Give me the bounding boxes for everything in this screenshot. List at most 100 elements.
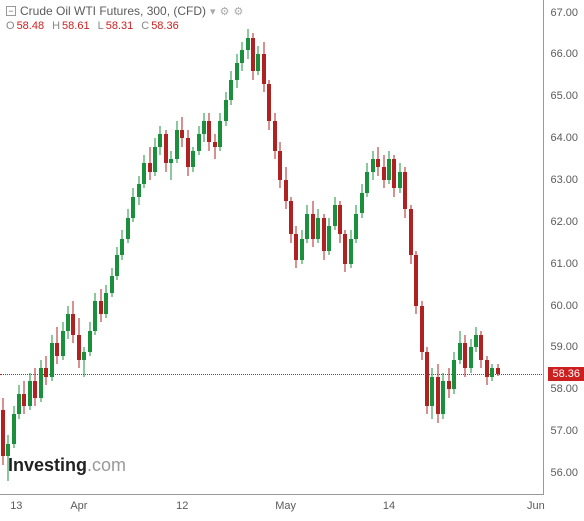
candle <box>490 0 494 494</box>
candle <box>349 0 353 494</box>
y-tick-label: 65.00 <box>550 90 578 102</box>
candle <box>191 0 195 494</box>
candle <box>430 0 434 494</box>
candle <box>213 0 217 494</box>
x-tick-label: 12 <box>176 500 188 512</box>
candle <box>104 0 108 494</box>
candle <box>392 0 396 494</box>
x-tick-label: Jun <box>527 500 545 512</box>
candle <box>6 0 10 494</box>
candle <box>294 0 298 494</box>
candle <box>180 0 184 494</box>
candle <box>39 0 43 494</box>
y-tick-label: 64.00 <box>550 132 578 144</box>
candle <box>12 0 16 494</box>
candle <box>120 0 124 494</box>
watermark-brand: Investing <box>8 455 87 475</box>
price-tag: 58.36 <box>548 367 584 381</box>
candle <box>240 0 244 494</box>
candle <box>447 0 451 494</box>
candle <box>153 0 157 494</box>
candle <box>316 0 320 494</box>
y-tick-label: 57.00 <box>550 425 578 437</box>
plot-area[interactable] <box>0 0 544 494</box>
candle <box>148 0 152 494</box>
watermark-suffix: .com <box>87 455 126 475</box>
candle <box>458 0 462 494</box>
candle <box>333 0 337 494</box>
candle <box>354 0 358 494</box>
candle <box>82 0 86 494</box>
candle <box>436 0 440 494</box>
y-tick-label: 56.00 <box>550 467 578 479</box>
candle <box>28 0 32 494</box>
candle <box>343 0 347 494</box>
candle <box>284 0 288 494</box>
candle <box>327 0 331 494</box>
y-tick-label: 62.00 <box>550 216 578 228</box>
candle <box>360 0 364 494</box>
candle <box>365 0 369 494</box>
y-tick-label: 67.00 <box>550 7 578 19</box>
candle <box>88 0 92 494</box>
candle <box>262 0 266 494</box>
candle <box>44 0 48 494</box>
candle <box>126 0 130 494</box>
chart-container: − Crude Oil WTI Futures, 300, (CFD) ▾ ⚙ … <box>0 0 584 521</box>
candle <box>17 0 21 494</box>
candle <box>251 0 255 494</box>
candle <box>479 0 483 494</box>
candle <box>305 0 309 494</box>
candle <box>267 0 271 494</box>
candle <box>371 0 375 494</box>
candle <box>338 0 342 494</box>
y-tick-label: 58.00 <box>550 383 578 395</box>
candle <box>311 0 315 494</box>
candle <box>420 0 424 494</box>
candle <box>77 0 81 494</box>
candle <box>452 0 456 494</box>
candle <box>289 0 293 494</box>
candle <box>169 0 173 494</box>
candle <box>175 0 179 494</box>
candle <box>246 0 250 494</box>
candle <box>71 0 75 494</box>
y-tick-label: 66.00 <box>550 48 578 60</box>
y-tick-label: 60.00 <box>550 300 578 312</box>
candle <box>387 0 391 494</box>
candle <box>322 0 326 494</box>
candle <box>66 0 70 494</box>
candle <box>61 0 65 494</box>
candle <box>463 0 467 494</box>
y-tick-label: 61.00 <box>550 258 578 270</box>
x-tick-label: May <box>275 500 296 512</box>
candle <box>441 0 445 494</box>
candle <box>414 0 418 494</box>
candle <box>93 0 97 494</box>
candle <box>376 0 380 494</box>
candle <box>22 0 26 494</box>
candle <box>229 0 233 494</box>
candle <box>256 0 260 494</box>
candle <box>300 0 304 494</box>
candle <box>485 0 489 494</box>
candle <box>403 0 407 494</box>
watermark: Investing.com <box>8 455 126 476</box>
candle <box>382 0 386 494</box>
candle <box>409 0 413 494</box>
candle <box>425 0 429 494</box>
candle <box>55 0 59 494</box>
candle <box>158 0 162 494</box>
x-tick-label: 14 <box>383 500 395 512</box>
candle <box>224 0 228 494</box>
x-tick-label: Apr <box>70 500 87 512</box>
candle <box>398 0 402 494</box>
y-tick-label: 59.00 <box>550 341 578 353</box>
candle <box>110 0 114 494</box>
candle <box>197 0 201 494</box>
candle <box>1 0 5 494</box>
y-tick-label: 63.00 <box>550 174 578 186</box>
candle <box>207 0 211 494</box>
candle <box>496 0 500 494</box>
candle <box>164 0 168 494</box>
